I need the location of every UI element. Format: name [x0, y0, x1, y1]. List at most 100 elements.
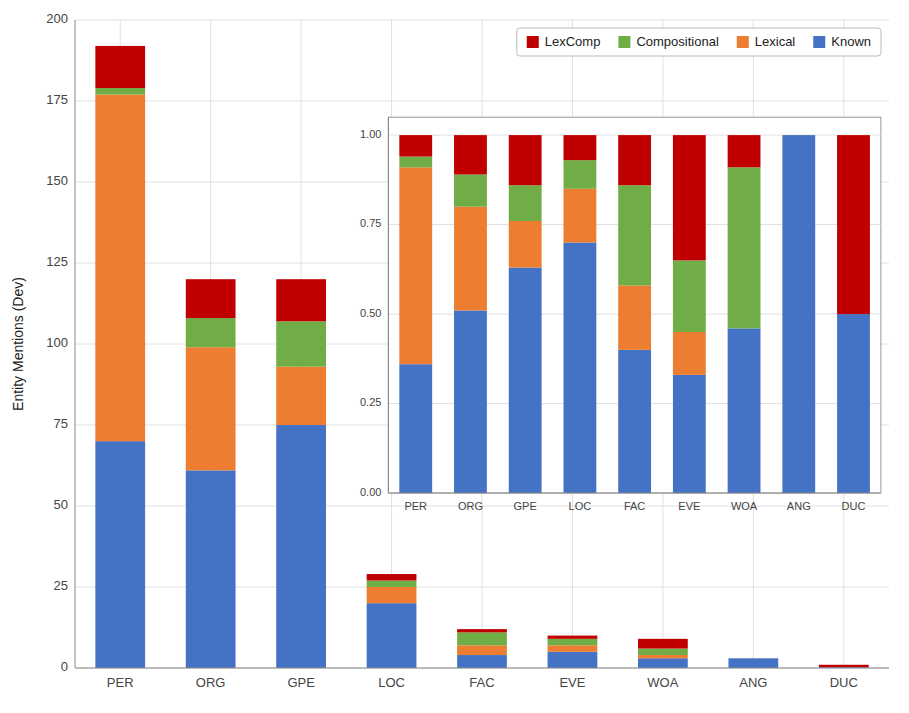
x-tick-label: DUC	[830, 675, 858, 690]
bar-segment	[563, 160, 596, 189]
legend-label: Compositional	[636, 34, 718, 49]
x-tick-label: ANG	[739, 675, 767, 690]
bar-segment	[95, 88, 145, 94]
x-tick-label: WOA	[731, 500, 758, 512]
bar-segment	[837, 135, 870, 314]
bar-segment	[276, 321, 326, 366]
bar-segment	[563, 135, 596, 160]
bar-segment	[548, 636, 598, 639]
y-tick-label: 0.00	[360, 486, 381, 498]
y-tick-label: 175	[46, 92, 68, 107]
y-tick-label: 0.75	[360, 217, 381, 229]
bar-segment	[457, 645, 507, 655]
x-tick-label: EVE	[559, 675, 585, 690]
bar-segment	[728, 167, 761, 328]
bar-segment	[509, 268, 542, 494]
y-tick-label: 0.50	[360, 307, 381, 319]
y-axis-line	[388, 117, 389, 493]
legend-swatch	[618, 36, 630, 48]
chart-root: 0255075100125150175200PERORGGPELOCFACEVE…	[0, 0, 909, 713]
bar-segment	[728, 658, 778, 659]
bar-segment	[782, 135, 815, 136]
legend-label: LexComp	[545, 34, 601, 49]
bar-segment	[618, 350, 651, 493]
x-tick-label: PER	[107, 675, 134, 690]
bar-segment	[548, 639, 598, 645]
bar-segment	[673, 135, 706, 260]
y-grid-line	[388, 493, 880, 494]
bar-segment	[367, 603, 417, 668]
legend-swatch	[527, 36, 539, 48]
legend-label: Known	[831, 34, 871, 49]
bar-segment	[457, 655, 507, 668]
y-tick-label: 0	[61, 659, 68, 674]
x-tick-label: DUC	[842, 500, 866, 512]
legend-background	[517, 28, 881, 56]
bar-segment	[454, 207, 487, 311]
legend: LexCompCompositionalLexicalKnown	[517, 28, 881, 56]
bar-segment	[638, 655, 688, 658]
y-tick-label: 100	[46, 335, 68, 350]
bar-segment	[673, 332, 706, 375]
bar-segment	[782, 135, 815, 493]
bar-segment	[618, 135, 651, 185]
bar-segment	[457, 629, 507, 632]
bar-segment	[454, 174, 487, 206]
bar-segment	[548, 652, 598, 668]
bar-segment	[638, 658, 688, 668]
bar-segment	[276, 367, 326, 425]
bar-segment	[548, 645, 598, 651]
bar-segment	[618, 185, 651, 285]
bar-segment	[186, 318, 236, 347]
bar-segment	[728, 658, 778, 659]
bar-segment	[399, 157, 432, 168]
bar-segment	[276, 425, 326, 668]
bar-segment	[638, 649, 688, 655]
bar-segment	[367, 574, 417, 580]
y-tick-label: 150	[46, 173, 68, 188]
y-tick-label: 50	[54, 497, 68, 512]
x-tick-label: LOC	[378, 675, 405, 690]
bar-segment	[367, 587, 417, 603]
x-tick-label: PER	[404, 500, 427, 512]
bar-segment	[367, 581, 417, 587]
bar-segment	[638, 639, 688, 649]
bar-segment	[673, 375, 706, 493]
y-tick-label: 75	[54, 416, 68, 431]
y-tick-label: 0.25	[360, 396, 381, 408]
bar-segment	[276, 279, 326, 321]
bar-segment	[728, 328, 761, 493]
bar-segment	[728, 135, 761, 167]
bar-segment	[509, 135, 542, 185]
bar-segment	[782, 135, 815, 136]
y-tick-label: 25	[54, 578, 68, 593]
bar-segment	[563, 189, 596, 243]
bar-segment	[454, 135, 487, 174]
bar-segment	[728, 658, 778, 659]
y-axis-line	[75, 20, 76, 668]
x-tick-label: FAC	[624, 500, 645, 512]
bar-segment	[186, 279, 236, 318]
bars	[95, 46, 868, 668]
bar-segment	[563, 242, 596, 493]
chart-1: 0.000.250.500.751.00PERORGGPELOCFACEVEWO…	[360, 117, 881, 512]
x-tick-label: GPE	[287, 675, 315, 690]
x-tick-label: WOA	[647, 675, 678, 690]
bar-segment	[782, 135, 815, 136]
y-tick-label: 1.00	[360, 128, 381, 140]
bar-segment	[399, 364, 432, 493]
bar-segment	[186, 470, 236, 668]
x-tick-label: ORG	[196, 675, 226, 690]
y-grid-line	[75, 668, 889, 669]
bar-segment	[399, 135, 432, 156]
bar-segment	[457, 632, 507, 645]
x-tick-label: EVE	[678, 500, 700, 512]
bar-segment	[509, 221, 542, 268]
bar-segment	[618, 285, 651, 349]
x-tick-label: FAC	[469, 675, 494, 690]
x-tick-label: ORG	[458, 500, 483, 512]
bar-segment	[673, 260, 706, 332]
bar-segment	[819, 665, 869, 668]
bar-segment	[399, 167, 432, 364]
x-tick-label: LOC	[569, 500, 592, 512]
